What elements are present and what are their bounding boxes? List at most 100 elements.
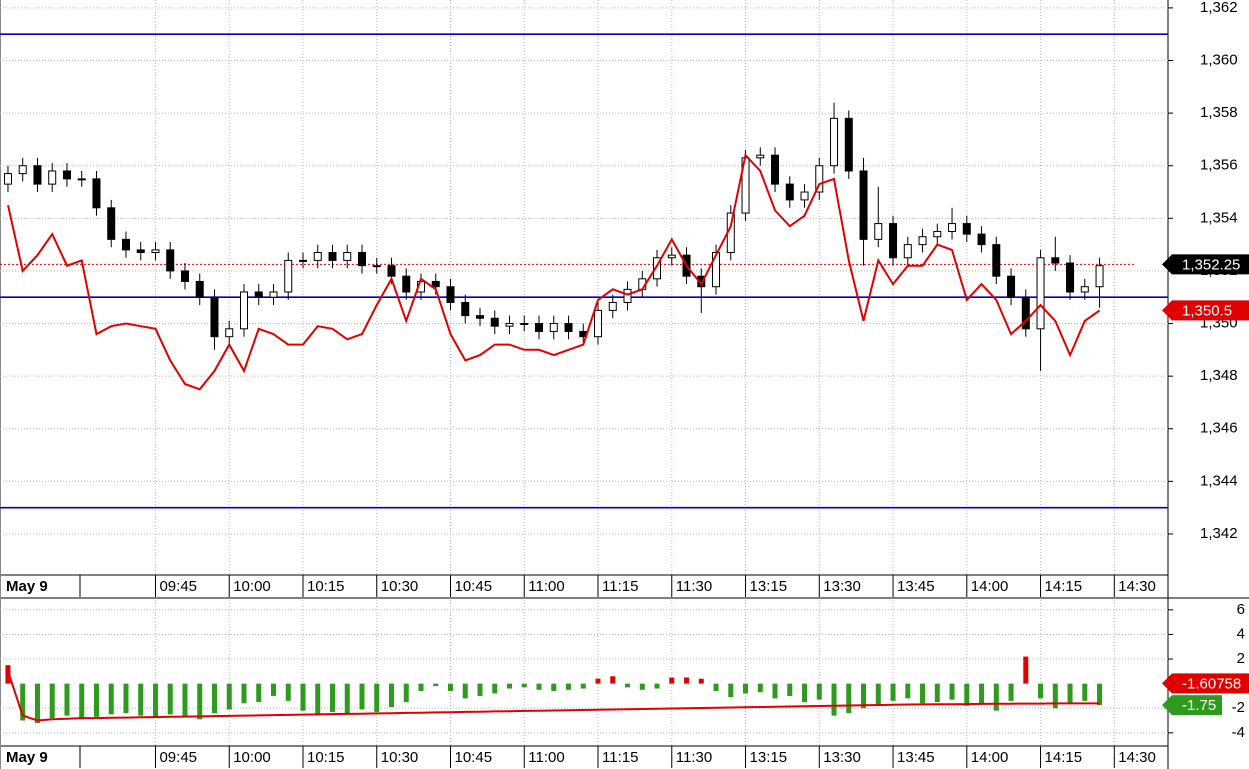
candle-body (402, 275, 411, 293)
bar-last-label-pointer (1162, 695, 1172, 716)
candle-body (918, 236, 927, 246)
indicator-line (7, 153, 1101, 391)
candle-body (844, 117, 853, 172)
x-tick-label: 10:30 (381, 578, 419, 595)
histogram-bar (329, 683, 335, 712)
x-tick-label: 11:15 (602, 578, 638, 595)
candle-body (830, 117, 839, 167)
candle-body (357, 252, 366, 267)
y-tick-label: 6 (1237, 601, 1245, 618)
histogram-bar (625, 683, 631, 688)
candle-body (107, 207, 116, 240)
histogram-bar (728, 683, 734, 698)
candle-body (505, 323, 514, 327)
candle-body (476, 315, 485, 319)
histogram-bar (920, 683, 926, 704)
x-tick-label: 13:15 (750, 749, 788, 766)
candle-body (77, 178, 86, 181)
y-tick-label: 1,342 (1200, 525, 1238, 542)
candle-body (33, 165, 42, 185)
line-last-label-pointer (1162, 673, 1172, 694)
histogram-bar (167, 683, 173, 715)
candle-body (535, 323, 544, 332)
candle-body (608, 301, 617, 311)
histogram-bar (993, 683, 999, 711)
histogram-bar (344, 683, 350, 714)
candle-body (1021, 296, 1030, 330)
candle-body (1007, 275, 1016, 298)
candle-body (92, 178, 101, 209)
candle-body (343, 252, 352, 261)
x-tick-label: 13:30 (823, 578, 861, 595)
histogram-bar (846, 683, 852, 714)
histogram-bar (507, 683, 513, 689)
x-tick-label: 14:30 (1118, 578, 1156, 595)
histogram-bar (477, 683, 483, 696)
x-tick-label: May 9 (6, 578, 48, 595)
histogram-bar (610, 676, 616, 684)
y-tick-label: 4 (1237, 625, 1245, 642)
y-tick-label: 1,354 (1200, 209, 1238, 226)
candle-body (815, 165, 824, 193)
histogram-bar (816, 683, 822, 700)
x-tick-label: 11:15 (602, 749, 638, 766)
candle-body (210, 296, 219, 338)
x-tick-label: 13:15 (750, 578, 788, 595)
x-tick-label: 14:00 (971, 578, 1009, 595)
histogram-bar (551, 683, 557, 692)
histogram-bar (743, 683, 749, 694)
histogram-bar (5, 665, 11, 684)
candle-body (166, 249, 175, 272)
candle-body (18, 165, 27, 175)
candle-body (298, 259, 307, 262)
x-tick-label: 14:15 (1045, 578, 1083, 595)
histogram-bar (197, 683, 203, 720)
candle-body (225, 328, 234, 338)
histogram-bar (861, 683, 867, 709)
histogram-bar (226, 683, 232, 710)
candle-body (195, 280, 204, 298)
histogram-bar (890, 683, 896, 701)
histogram-bar (536, 683, 542, 690)
x-tick-label: 13:45 (897, 749, 935, 766)
histogram-bar (521, 683, 527, 688)
histogram-bar (949, 683, 955, 700)
candle-body (785, 183, 794, 201)
y-tick-label: 1,362 (1200, 0, 1238, 16)
histogram-bar (757, 683, 763, 693)
histogram-bar (1097, 683, 1103, 706)
x-tick-label: 13:45 (897, 578, 935, 595)
candle-body (564, 323, 573, 332)
candle-body (239, 291, 248, 330)
histogram-bar (787, 683, 793, 696)
candle-body (874, 223, 883, 240)
histogram-bar (285, 683, 291, 701)
candle-body (48, 170, 57, 185)
histogram-bar (875, 683, 881, 705)
y-tick-label: 1,346 (1200, 420, 1238, 437)
indicator-last-label: 1,350.5 (1182, 302, 1232, 319)
candle-body (859, 170, 868, 240)
candle-body (948, 223, 957, 232)
x-tick-label: 10:00 (233, 578, 271, 595)
candle-body (180, 270, 189, 282)
candle-body (372, 265, 381, 268)
histogram-bar (831, 683, 837, 716)
candle-body (121, 238, 130, 251)
y-tick-label: 1,360 (1200, 51, 1238, 68)
candle-body (1066, 262, 1075, 293)
candle-body (992, 244, 1001, 277)
histogram-bar (1052, 683, 1058, 709)
x-tick-label: 11:00 (528, 578, 564, 595)
bar-last-label-box (1172, 695, 1222, 716)
line-last-label-box (1172, 673, 1249, 694)
x-tick-label: 14:15 (1045, 749, 1083, 766)
x-tick-label: 11:00 (528, 749, 564, 766)
candle-body (697, 275, 706, 288)
y-tick-label: -2 (1232, 699, 1245, 716)
candle-body (771, 154, 780, 185)
candle-body (269, 291, 278, 298)
histogram-bar (1038, 683, 1044, 699)
x-tick-label: 09:45 (159, 749, 197, 766)
last-price-label-box (1172, 254, 1249, 275)
